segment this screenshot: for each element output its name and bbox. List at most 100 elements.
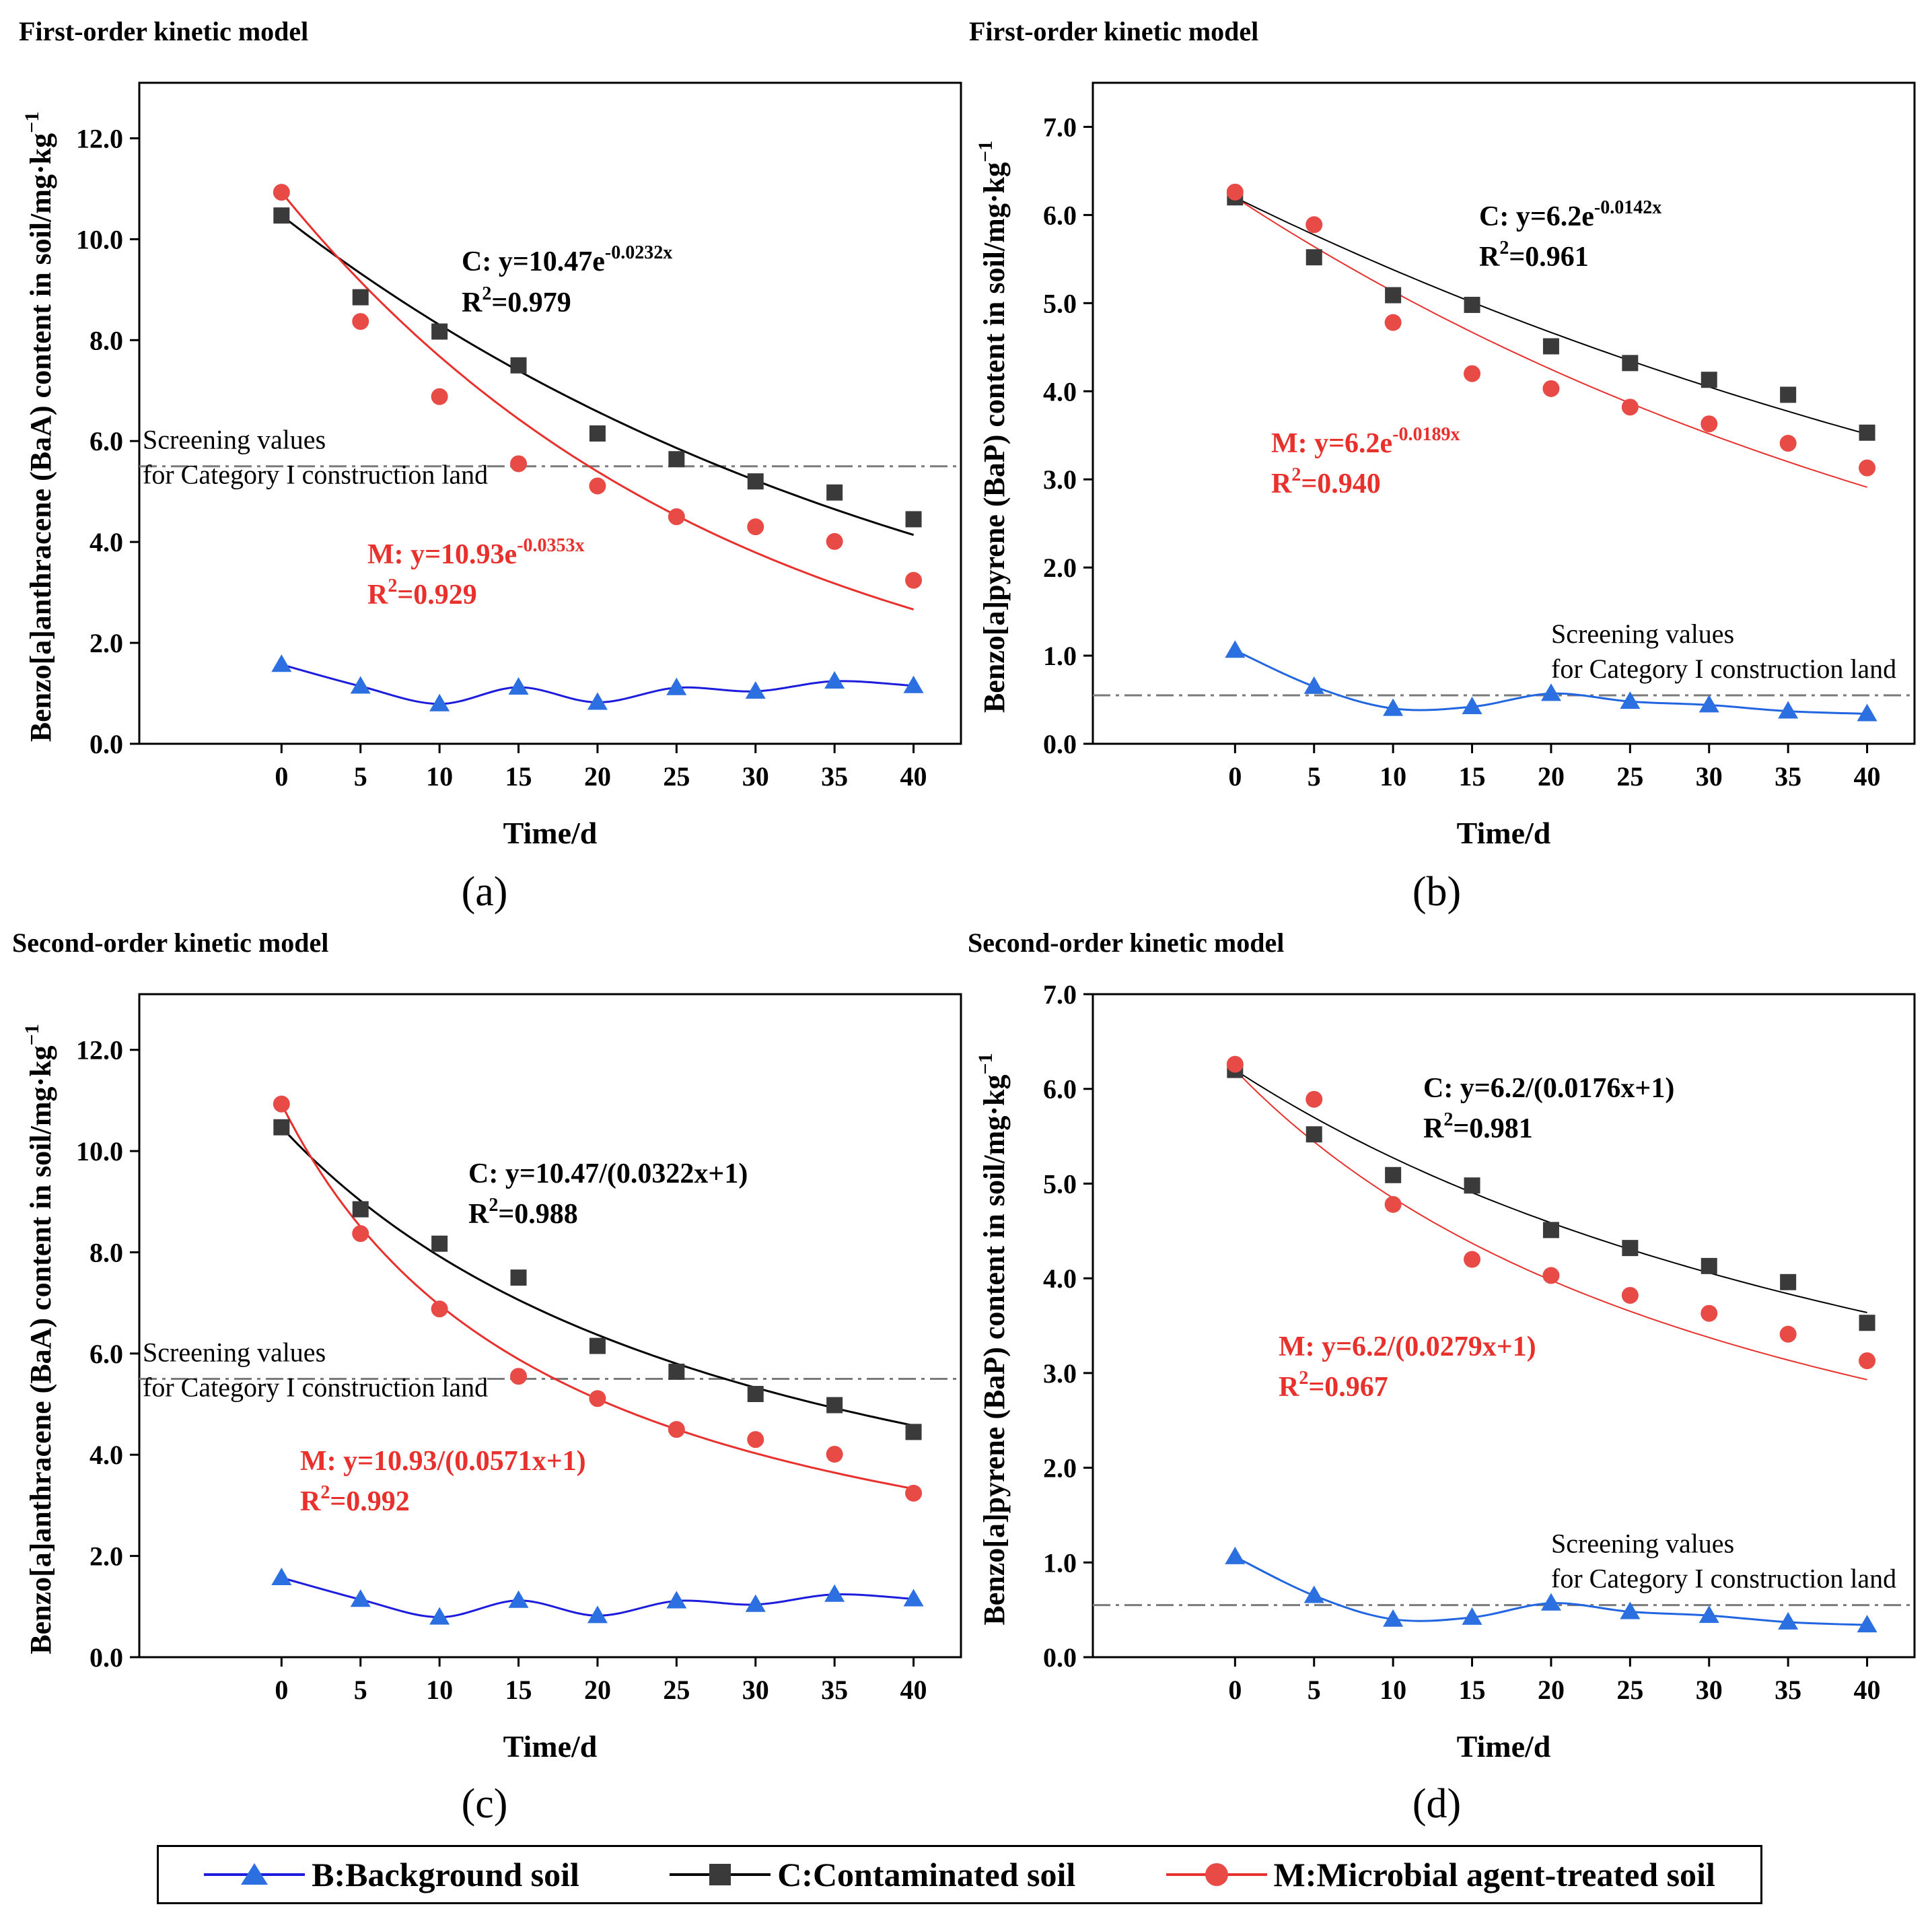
panel-caption: (a) [462,869,508,915]
equation-M: M: y=6.2/(0.0279x+1) [1279,1331,1536,1362]
data-point-C [1385,287,1402,304]
data-point-M [1621,1286,1639,1304]
y-tick-label: 12.0 [76,1035,123,1066]
r-squared-C: R2=0.988 [468,1195,578,1230]
x-tick-label: 30 [1696,1675,1723,1705]
x-tick-label: 15 [1459,1675,1486,1705]
data-point-B [1698,695,1719,713]
plot-frame [138,81,962,745]
data-point-M [1226,183,1244,201]
data-point-C [668,451,685,468]
x-tick-label: 40 [900,761,927,792]
r-squared-M: R2=0.940 [1271,464,1381,499]
data-point-C [826,1397,843,1414]
y-tick-label: 7.0 [1043,112,1077,142]
legend-item-contaminated: C:Contaminated soil [670,1855,1075,1894]
equation-C: C: y=10.47e-0.0232x [462,242,672,277]
fit-curve-C [281,214,915,536]
data-point-M [431,1300,448,1318]
data-point-M [905,571,923,589]
data-point-M [905,1484,923,1502]
panel-caption: (b) [1412,869,1461,915]
screening-label: Screening values [143,425,326,455]
y-tick-label: 0.0 [1043,1642,1077,1673]
data-point-C [1542,1222,1559,1239]
y-axis-label: Benzo[a]anthracene (BaA) content in soil… [21,1024,57,1654]
data-point-M [273,184,290,201]
data-point-C [1622,355,1639,372]
x-tick-label: 0 [1228,1675,1242,1705]
data-point-B [429,693,450,711]
data-point-B [1620,1601,1641,1619]
y-tick-label: 4.0 [90,1440,123,1470]
data-point-B [1383,1609,1404,1627]
data-point-C [1701,372,1717,388]
plot-frame [1092,81,1916,745]
x-tick-label: 35 [1775,761,1801,792]
data-point-B [1857,703,1877,722]
x-tick-label: 0 [275,761,288,792]
x-axis-label: Time/d [503,816,598,850]
y-tick-label: 8.0 [90,325,123,355]
data-point-B [587,1605,608,1624]
x-tick-label: 25 [663,761,690,792]
data-point-M [1621,398,1639,416]
y-tick-label: 2.0 [1043,553,1077,583]
x-tick-label: 35 [1775,1675,1801,1705]
x-tick-label: 40 [1854,1675,1881,1705]
data-point-B [1698,1605,1719,1624]
y-tick-label: 6.0 [90,1339,123,1369]
x-tick-label: 0 [1228,761,1242,792]
screening-label: Screening values [1551,1529,1734,1559]
y-tick-label: 3.0 [1043,464,1077,495]
y-tick-label: 5.0 [1043,1169,1077,1199]
r-squared-M: R2=0.929 [367,576,477,611]
y-tick-label: 0.0 [90,729,123,759]
y-tick-label: 3.0 [1043,1358,1077,1389]
data-point-M [1542,1267,1560,1284]
equation-M: M: y=6.2e-0.0189x [1271,424,1460,459]
data-point-C [1542,338,1559,355]
plot-frame [138,993,962,1659]
legend: B:Background soil C:Contaminated soil M:… [157,1845,1762,1904]
data-point-C [1780,1274,1797,1290]
data-point-B [1383,698,1404,716]
r-squared-C: R2=0.981 [1423,1109,1533,1144]
x-tick-label: 10 [1380,761,1406,792]
r-squared-M: R2=0.967 [1279,1368,1388,1403]
data-point-C [273,207,290,224]
x-tick-label: 35 [821,761,848,792]
x-axis-label: Time/d [1457,816,1551,850]
data-point-B [1778,701,1799,719]
data-point-C [826,484,843,501]
x-tick-label: 5 [1308,761,1321,792]
x-tick-label: 10 [426,761,453,792]
x-tick-label: 35 [821,1675,848,1705]
data-point-B [271,1567,292,1585]
y-tick-label: 2.0 [90,628,123,658]
chart-panel-d: Second-order kinetic model 0 5 10 15 20 25 30 35… [968,928,1916,1827]
x-tick-label: 25 [1616,761,1643,792]
x-tick-label: 15 [505,761,532,792]
data-point-C [589,425,606,442]
x-tick-label: 25 [663,1675,690,1705]
data-point-M [747,1431,764,1449]
data-point-M [589,1390,606,1407]
chart-title: Second-order kinetic model [12,928,328,958]
data-point-M [1384,314,1402,331]
r-squared-M: R2=0.992 [300,1482,410,1517]
data-point-B [1303,676,1324,694]
data-point-B [745,1594,766,1612]
fit-curve-C [281,1126,914,1427]
data-point-M [352,313,369,330]
data-point-M [1384,1195,1402,1213]
fit-curve-C [1234,197,1867,435]
data-point-B [824,1584,845,1602]
equation-M: M: y=10.93e-0.0353x [367,535,585,570]
chart-title: Second-order kinetic model [968,928,1284,958]
y-tick-label: 7.0 [1043,979,1077,1010]
data-point-M [1779,435,1797,452]
data-point-B [271,654,292,672]
data-point-C [1701,1257,1717,1274]
data-point-C [1385,1166,1402,1183]
